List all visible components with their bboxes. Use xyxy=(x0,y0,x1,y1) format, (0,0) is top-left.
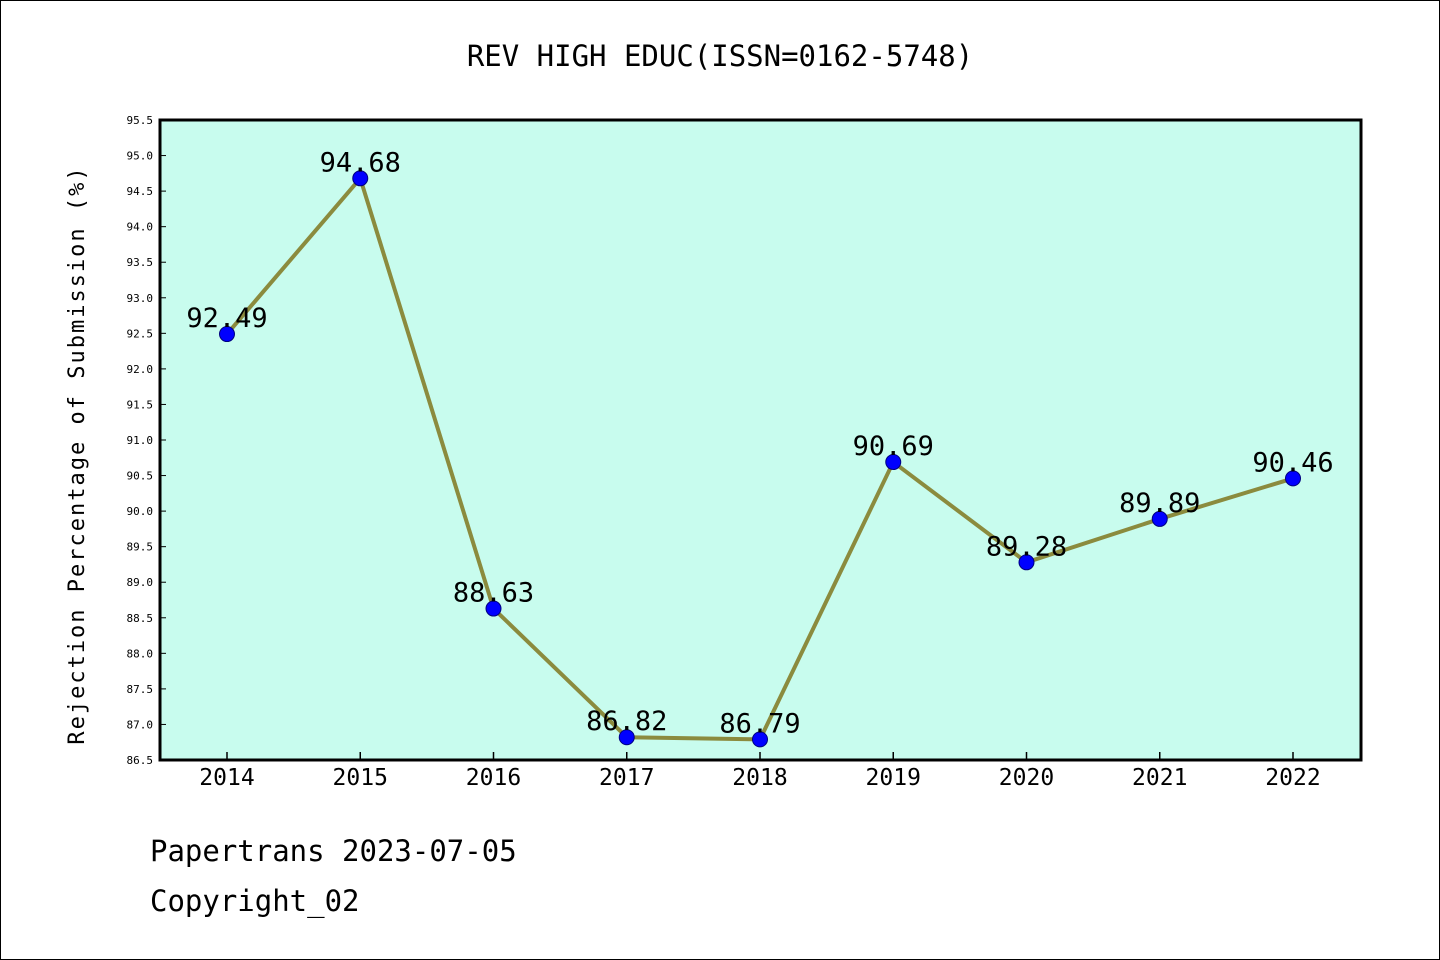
y-tick-label: 89.5 xyxy=(127,541,154,554)
x-tick-label: 2022 xyxy=(1265,765,1320,791)
x-tick-label: 2020 xyxy=(999,765,1054,791)
y-tick-label: 95.0 xyxy=(127,150,154,163)
y-axis-ticks: 86.5 87.0 87.5 88.0 88.5 89.0 89.5 90.0 90.5 91.0… xyxy=(127,114,166,767)
data-label: 94.68 xyxy=(320,147,401,178)
data-point xyxy=(1018,554,1035,571)
data-label: 86.79 xyxy=(719,708,800,739)
data-point xyxy=(1151,510,1168,527)
x-axis-ticks: 2014 2015 2016 2017 2018 2019 2020 2021 2022 xyxy=(199,752,1321,791)
y-tick-label: 90.0 xyxy=(127,505,154,518)
x-tick-label: 2019 xyxy=(866,765,921,791)
data-point xyxy=(485,600,502,617)
data-label: 89.28 xyxy=(986,531,1067,562)
y-tick-label: 93.0 xyxy=(127,292,154,305)
data-point xyxy=(1285,470,1301,487)
y-tick-label: 95.5 xyxy=(127,114,154,127)
y-tick-label: 91.0 xyxy=(127,434,154,447)
data-label: 90.69 xyxy=(853,431,934,462)
data-label: 86.82 xyxy=(586,706,667,737)
y-tick-label: 93.5 xyxy=(127,256,154,269)
y-tick-label: 87.0 xyxy=(127,718,154,731)
x-tick-label: 2018 xyxy=(732,765,787,791)
data-point xyxy=(219,326,235,343)
y-tick-label: 88.0 xyxy=(127,647,154,660)
y-axis-label: Rejection Percentage of Submission (%) xyxy=(65,165,90,744)
x-tick-label: 2021 xyxy=(1132,765,1187,791)
x-tick-label: 2014 xyxy=(199,765,254,791)
y-tick-label: 86.5 xyxy=(127,754,154,767)
data-label: 92.49 xyxy=(186,303,267,334)
data-label: 89.89 xyxy=(1119,488,1200,519)
data-label: 90.46 xyxy=(1252,447,1333,478)
y-tick-label: 92.5 xyxy=(127,327,154,340)
data-point xyxy=(352,170,369,187)
data-label: 88.63 xyxy=(453,578,534,609)
y-tick-label: 94.5 xyxy=(127,185,154,198)
chart-title: REV HIGH EDUC(ISSN=0162-5748) xyxy=(467,39,973,73)
x-tick-label: 2017 xyxy=(599,765,654,791)
series-group xyxy=(219,170,1301,748)
y-tick-label: 91.5 xyxy=(127,398,154,411)
y-tick-label: 92.0 xyxy=(127,363,154,376)
footer-copyright-line: Copyright_02 xyxy=(150,884,360,918)
x-tick-label: 2015 xyxy=(333,765,388,791)
data-point xyxy=(752,731,768,748)
x-tick-label: 2016 xyxy=(466,765,521,791)
y-tick-label: 90.5 xyxy=(127,470,154,483)
plot-area xyxy=(158,118,1363,762)
y-tick-label: 94.0 xyxy=(127,221,154,234)
footer-date-line: Papertrans 2023-07-05 xyxy=(150,834,517,868)
y-tick-label: 87.5 xyxy=(127,683,154,696)
y-tick-label: 89.0 xyxy=(127,576,154,589)
y-tick-label: 88.5 xyxy=(127,612,154,625)
data-point xyxy=(618,729,635,746)
data-labels: 92.49 94.68 88.63 86.82 86.79 90.69 89.28 89.89… xyxy=(186,147,1333,739)
data-point xyxy=(885,454,902,471)
